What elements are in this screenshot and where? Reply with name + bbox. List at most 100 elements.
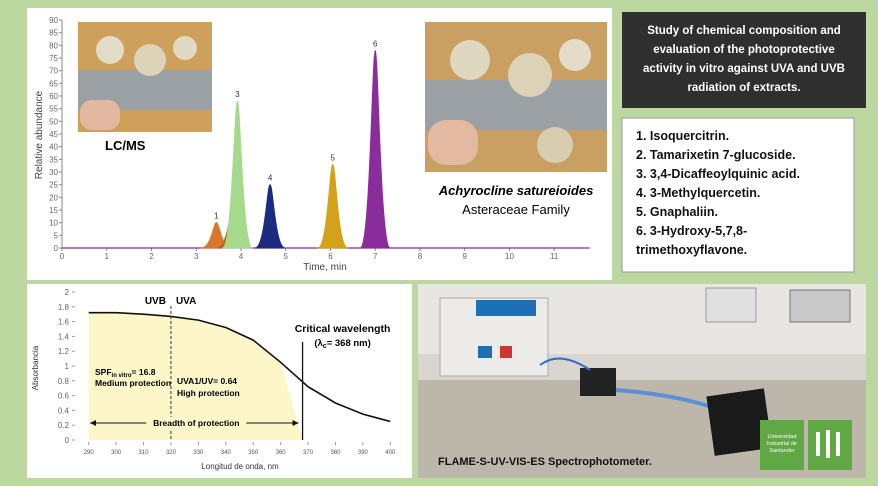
x-tick-label: 350 bbox=[248, 450, 259, 456]
species-name: Achyrocline satureioides bbox=[438, 183, 594, 198]
flower bbox=[508, 53, 552, 97]
y-tick-label: 45 bbox=[49, 130, 58, 139]
y-tick-label: 5 bbox=[54, 231, 59, 240]
y-tick-label: 65 bbox=[49, 79, 58, 88]
uva-label: UVA1/UV= 0.64 bbox=[177, 376, 237, 386]
x-tick-label: 11 bbox=[550, 252, 559, 261]
title-line: radiation of extracts. bbox=[687, 82, 800, 94]
y-tick-label: 1.4 bbox=[58, 332, 70, 341]
graphical-abstract: LC/MS Achyrocline satureioides Asteracea… bbox=[0, 0, 878, 486]
y-tick-label: 0.6 bbox=[58, 392, 70, 401]
peak-label: 1 bbox=[214, 212, 219, 221]
x-tick-label: 2 bbox=[149, 252, 154, 261]
x-tick-label: 5 bbox=[284, 252, 289, 261]
logo-line: Santander bbox=[769, 448, 795, 454]
compound: trimethoxyflavone. bbox=[636, 243, 747, 257]
y-tick-label: 15 bbox=[49, 206, 58, 215]
flower bbox=[537, 127, 573, 163]
y-tick-label: 90 bbox=[49, 16, 58, 25]
y-tick-label: 1.2 bbox=[58, 347, 70, 356]
y-tick-label: 75 bbox=[49, 54, 58, 63]
flower bbox=[173, 36, 197, 60]
logo-line: Industrial de bbox=[767, 441, 797, 447]
band-label: UVA bbox=[176, 296, 196, 307]
text-part: = 368 nm) bbox=[327, 338, 371, 349]
socket bbox=[790, 290, 850, 322]
title-line: Study of chemical composition and bbox=[647, 25, 841, 37]
x-tick-label: 7 bbox=[373, 252, 378, 261]
y-tick-label: 85 bbox=[49, 29, 58, 38]
flower bbox=[134, 44, 166, 76]
socket bbox=[706, 288, 756, 322]
x-tick-label: 330 bbox=[193, 450, 204, 456]
lcms-label: LC/MS bbox=[105, 138, 146, 153]
flower bbox=[450, 40, 490, 80]
y-tick-label: 80 bbox=[49, 41, 58, 50]
y-tick-label: 10 bbox=[49, 219, 58, 228]
x-tick-label: 4 bbox=[239, 252, 244, 261]
x-tick-label: 0 bbox=[60, 252, 65, 261]
spectrophotometer-photo bbox=[418, 284, 866, 478]
x-tick-label: 9 bbox=[462, 252, 467, 261]
x-tick-label: 3 bbox=[194, 252, 199, 261]
x-tick-label: 6 bbox=[328, 252, 333, 261]
plant-photo bbox=[425, 22, 607, 172]
x-tick-label: 380 bbox=[330, 450, 341, 456]
switch bbox=[500, 346, 512, 358]
x-tick-label: 8 bbox=[418, 252, 423, 261]
x-tick-label: 340 bbox=[221, 450, 232, 456]
y-tick-label: 0.2 bbox=[58, 421, 70, 430]
compound: 2. Tamarixetin 7-glucoside. bbox=[636, 148, 796, 162]
y-tick-label: 55 bbox=[49, 105, 58, 114]
y-tick-label: 0 bbox=[65, 436, 70, 445]
cuvette-holder bbox=[580, 368, 616, 396]
x-tick-label: 310 bbox=[139, 450, 150, 456]
logo-line: Universidad bbox=[767, 434, 796, 440]
spf-note: Medium protection bbox=[95, 378, 171, 388]
y-tick-label: 2 bbox=[65, 288, 70, 297]
flower bbox=[96, 36, 124, 64]
instrument-caption: FLAME-S-UV-VIS-ES Spectrophotometer. bbox=[438, 456, 652, 468]
y-tick-label: 50 bbox=[49, 117, 58, 126]
text-part: SPF bbox=[95, 367, 112, 377]
flower bbox=[559, 39, 591, 71]
hand bbox=[428, 120, 478, 165]
y-tick-label: 40 bbox=[49, 143, 58, 152]
peak-label: 5 bbox=[330, 153, 335, 162]
x-tick-label: 300 bbox=[111, 450, 122, 456]
text-part: = 16.8 bbox=[132, 367, 156, 377]
title-line: activity in vitro against UVA and UVB bbox=[643, 63, 845, 75]
peak-label: 4 bbox=[268, 174, 273, 183]
compound: 5. Gnaphaliin. bbox=[636, 205, 718, 219]
y-tick-label: 60 bbox=[49, 92, 58, 101]
device-label bbox=[476, 300, 536, 316]
y-tick-label: 0 bbox=[54, 244, 59, 253]
x-tick-label: 10 bbox=[505, 252, 514, 261]
y-tick-label: 1.8 bbox=[58, 303, 70, 312]
critical-label: Critical wavelength bbox=[295, 323, 391, 335]
peak-label: 3 bbox=[235, 90, 240, 99]
y-tick-label: 1.6 bbox=[58, 318, 70, 327]
y-axis-title: Relative abundance bbox=[34, 90, 45, 179]
compound: 4. 3-Methylquercetin. bbox=[636, 186, 760, 200]
uva-note: High protection bbox=[177, 388, 240, 398]
compound: 1. Isoquercitrin. bbox=[636, 129, 729, 143]
y-tick-label: 35 bbox=[49, 155, 58, 164]
y-tick-label: 25 bbox=[49, 181, 58, 190]
peak-label: 6 bbox=[373, 39, 378, 48]
y-axis-title: Absorbancia bbox=[31, 345, 40, 390]
x-tick-label: 360 bbox=[276, 450, 287, 456]
y-tick-label: 20 bbox=[49, 193, 58, 202]
x-tick-label: 390 bbox=[358, 450, 369, 456]
y-tick-label: 0.8 bbox=[58, 377, 70, 386]
x-tick-label: 370 bbox=[303, 450, 314, 456]
x-axis-title: Time, min bbox=[303, 262, 347, 273]
species-family: Asteraceae Family bbox=[462, 202, 570, 217]
y-tick-label: 70 bbox=[49, 67, 58, 76]
title-line: evaluation of the photoprotective bbox=[653, 44, 834, 56]
y-tick-label: 1 bbox=[65, 362, 70, 371]
band-label: UVB bbox=[145, 296, 166, 307]
x-tick-label: 290 bbox=[84, 450, 95, 456]
breadth-label: Breadth of protection bbox=[153, 418, 239, 428]
